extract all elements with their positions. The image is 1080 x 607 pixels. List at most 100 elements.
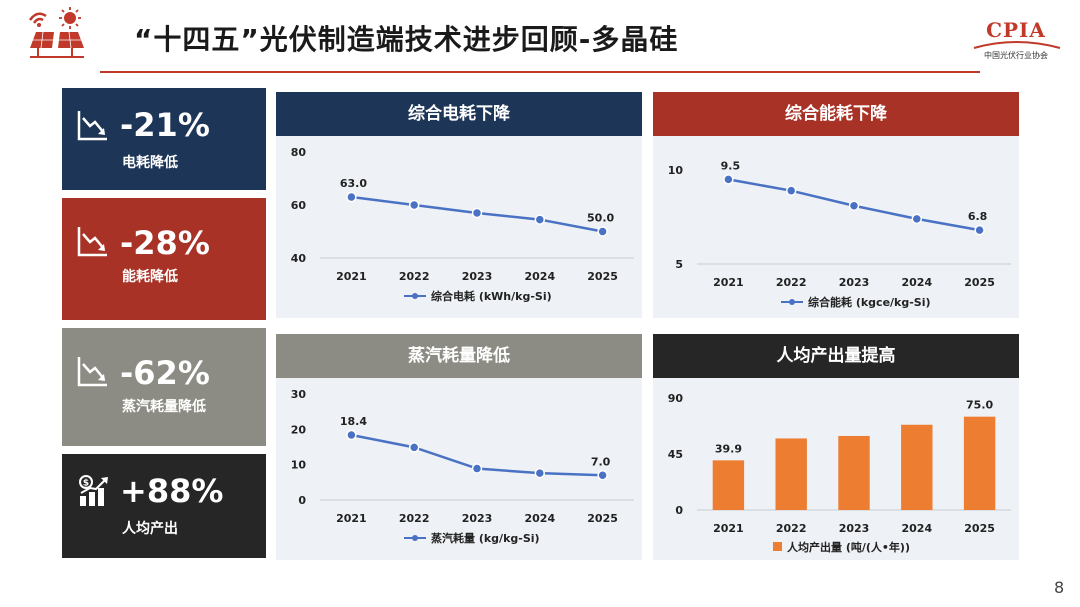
chart-panel-output: 人均产出量提高 0 45 90 2021 2022 2023 2024 2025 39.9 75.… [653,334,1019,560]
legend-label: 人均产出量 (吨/(人•年)) [787,540,910,554]
legend-point-marker [412,293,418,299]
x-tick-label: 2024 [901,276,932,289]
x-tick-label: 2022 [776,522,807,535]
x-tick-label: 2024 [901,522,932,535]
y-tick-label: 0 [675,504,683,517]
chart-panel-steam: 蒸汽耗量降低 0 10 20 30 2021 2022 2023 2024 2025 18.4 7.… [276,334,642,560]
page-number: 8 [1054,578,1065,597]
x-tick-label: 2023 [839,276,870,289]
data-label: 6.8 [968,210,988,223]
trend-down-chart-icon [77,357,107,387]
x-tick-label: 2025 [964,276,995,289]
chart-title: 综合电耗下降 [276,92,642,136]
x-tick-label: 2023 [462,270,493,283]
chart-title: 综合能耗下降 [653,92,1019,136]
data-point [408,199,420,211]
stat-label: 能耗降低 [122,269,178,285]
x-tick-label: 2024 [524,270,555,283]
data-point [471,463,483,474]
y-tick-label: 45 [668,448,683,461]
stat-value: -62% [120,354,210,392]
legend-label: 综合能耗 (kgce/kg-Si) [808,295,931,309]
x-tick-label: 2025 [587,270,618,283]
x-tick-label: 2022 [399,270,430,283]
bar [838,435,870,510]
y-tick-label: 0 [298,494,306,507]
x-tick-label: 2021 [713,276,744,289]
data-point [534,214,546,225]
data-point [911,213,923,225]
x-tick-label: 2022 [776,276,807,289]
chart-title: 蒸汽耗量降低 [276,334,642,378]
solar-panel-logo-icon [28,7,84,58]
header-divider [100,71,980,73]
stat-card-steam: -62% 蒸汽耗量降低 [62,328,266,446]
x-tick-label: 2025 [964,522,995,535]
bar [775,438,807,510]
x-tick-label: 2022 [399,512,430,525]
y-tick-label: 90 [668,392,684,405]
y-tick-label: 10 [291,459,307,472]
data-point [346,191,357,203]
stat-card-energy: -28% 能耗降低 [62,198,266,320]
x-tick-label: 2021 [336,270,367,283]
stat-value: -28% [120,224,210,262]
money-growth-chart-icon: $ [79,475,108,506]
x-tick-label: 2023 [839,522,870,535]
x-tick-label: 2025 [587,512,618,525]
y-tick-label: 30 [291,388,307,401]
steam-line-chart: 0 10 20 30 2021 2022 2023 2024 2025 18.4 7.0 蒸汽耗量 (… [291,388,634,545]
output-bar-chart: 0 45 90 2021 2022 2023 2024 2025 39.9 75.0 人均产出量 (… [668,392,1011,554]
stat-label: 人均产出 [122,521,178,537]
stat-card-output: $ +88% 人均产出 [62,454,266,558]
cpia-logo-subtitle: 中国光伏行业协会 [984,51,1048,60]
y-tick-label: 60 [291,199,307,212]
stat-card-electricity: -21% 电耗降低 [62,88,266,190]
y-tick-label: 40 [291,252,307,265]
y-tick-label: 10 [668,164,684,177]
y-tick-label: 5 [675,258,683,271]
slide-title: “十四五”光伏制造端技术进步回顾-多晶硅 [134,23,679,56]
slide-header: “十四五”光伏制造端技术进步回顾-多晶硅 CPIA 中国光伏行业协会 [0,0,1080,73]
data-label: 63.0 [340,177,367,190]
data-point [597,226,608,237]
data-label: 9.5 [721,159,741,172]
legend-label: 综合电耗 (kWh/kg-Si) [431,289,552,303]
data-point [723,174,734,185]
electricity-line-chart: 40 60 80 2021 2022 2023 2024 2025 63.0 50.0 综合电耗 (… [291,146,634,303]
data-label: 50.0 [587,212,614,225]
data-point [408,442,420,453]
data-point [471,207,483,219]
cpia-logo: CPIA 中国光伏行业协会 [970,12,1062,68]
stat-value: -21% [120,106,210,144]
data-point [597,470,608,481]
stat-label: 电耗降低 [122,155,178,171]
y-tick-label: 20 [291,423,307,436]
legend-label: 蒸汽耗量 (kg/kg-Si) [431,531,540,545]
x-tick-label: 2023 [462,512,493,525]
energy-line-chart: 5 10 2021 2022 2023 2024 2025 9.5 6.8 综合能耗 (kgce/… [668,159,1011,309]
stat-label: 蒸汽耗量降低 [122,399,206,415]
data-point [346,429,357,441]
bar [963,416,996,510]
data-label: 75.0 [966,399,993,412]
cpia-logo-text: CPIA [986,18,1046,42]
stat-value: +88% [120,472,224,510]
data-point [534,467,546,479]
bar [901,424,933,510]
trend-down-chart-icon [77,227,107,257]
data-point [974,224,985,236]
x-tick-label: 2024 [524,512,555,525]
legend-bar-marker [773,542,782,551]
x-tick-label: 2021 [713,522,744,535]
data-point [785,185,797,196]
x-tick-label: 2021 [336,512,367,525]
y-tick-label: 80 [291,146,307,159]
chart-panel-energy: 综合能耗下降 5 10 2021 2022 2023 2024 2025 9.5 6.8 综合能耗… [653,92,1019,318]
svg-text:$: $ [83,479,89,489]
legend-point-marker [789,299,795,305]
trend-down-chart-icon [77,111,107,141]
data-label: 18.4 [340,415,367,428]
chart-title: 人均产出量提高 [653,334,1019,378]
bar [712,460,745,510]
